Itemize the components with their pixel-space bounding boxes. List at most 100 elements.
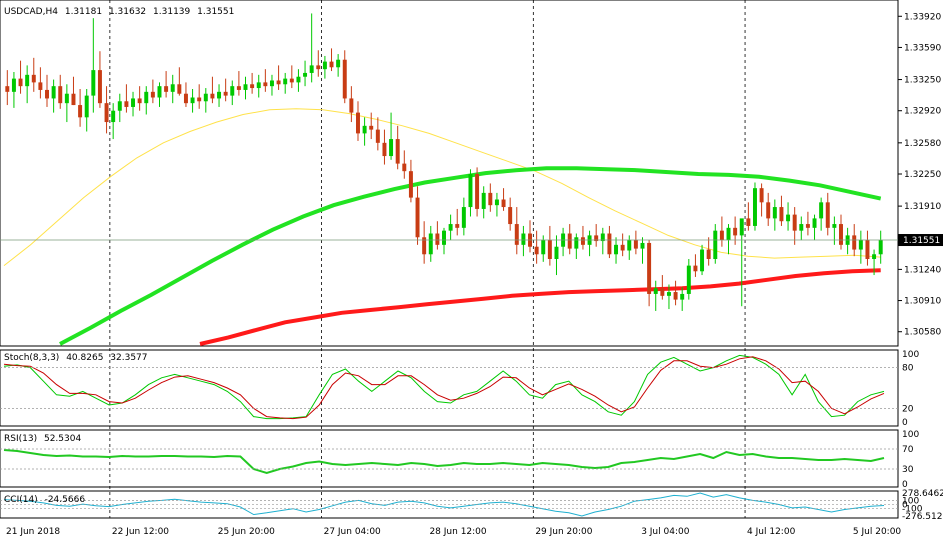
candle-body — [322, 61, 327, 70]
candle-body — [382, 142, 387, 157]
indicator-tick-label: 0 — [902, 418, 908, 428]
candle-body — [164, 86, 169, 92]
candle-body — [329, 61, 334, 68]
price-tick-label: 1.32250 — [904, 170, 941, 180]
candle-body — [124, 101, 129, 107]
candle-body — [97, 70, 102, 104]
candle-body — [686, 265, 691, 294]
candle-body — [547, 240, 552, 259]
candle-body — [739, 218, 744, 236]
candle-body — [395, 139, 400, 164]
candle-body — [580, 237, 585, 245]
candle-body — [336, 59, 341, 68]
indicator-tick-label: 0 — [902, 501, 908, 511]
candle-body — [342, 59, 347, 99]
stochastic-lines — [3, 354, 885, 420]
candle-body — [256, 82, 261, 89]
candle-body — [779, 207, 784, 222]
indicator-line — [3, 354, 885, 420]
cci-name: CCI(14) — [4, 495, 38, 505]
candle-body — [819, 202, 824, 219]
candle-body — [111, 110, 116, 123]
candle-body — [772, 207, 777, 219]
moving-average-line — [3, 108, 881, 266]
candle-body — [190, 97, 195, 104]
candle-body — [369, 125, 374, 130]
candle-body — [673, 292, 678, 300]
candle-body — [203, 93, 208, 102]
candle-body — [872, 254, 877, 259]
candle-body — [289, 78, 294, 83]
ohlc-close: 1.31551 — [197, 7, 234, 17]
vertical-grid — [109, 0, 746, 518]
candle-body — [865, 240, 870, 259]
candle-body — [514, 224, 519, 245]
candle-body — [197, 97, 202, 102]
candle-body — [733, 227, 738, 236]
time-tick-label: 25 Jun 20:00 — [218, 527, 275, 537]
price-tick-label: 1.31910 — [904, 202, 941, 212]
indicator-line — [3, 492, 885, 517]
stoch-signal-value: 32.3577 — [110, 353, 147, 363]
price-tick-label: 1.32920 — [904, 107, 941, 117]
candle-body — [799, 224, 804, 231]
candle-body — [230, 86, 235, 96]
candle-body — [475, 174, 480, 209]
price-tick-label: 1.30910 — [904, 297, 941, 307]
candle-body — [51, 86, 56, 99]
indicator-tick-label: 30 — [902, 465, 914, 475]
candle-body — [680, 293, 685, 300]
stoch-title: Stoch(8,3,3) 40.8265 32.3577 — [4, 353, 148, 363]
rsi-title: RSI(13) 52.5304 — [4, 434, 81, 444]
candle-body — [316, 65, 321, 70]
stoch-main-value: 40.8265 — [66, 353, 103, 363]
candle-body — [117, 101, 122, 111]
time-tick-label: 29 Jun 20:00 — [535, 527, 592, 537]
rsi-panel — [0, 429, 899, 488]
candle-body — [415, 197, 420, 238]
rsi-value: 52.5304 — [44, 434, 81, 444]
candle-body — [389, 139, 394, 157]
candle-body — [11, 78, 16, 92]
stoch-name: Stoch(8,3,3) — [4, 353, 59, 363]
candle-body — [567, 233, 572, 249]
candle-body — [640, 242, 645, 249]
time-tick-label: 21 Jun 2018 — [6, 527, 60, 537]
moving-average-line — [199, 268, 881, 346]
candles — [5, 13, 883, 311]
price-tick-label: 1.32580 — [904, 139, 941, 149]
candle-body — [541, 240, 546, 255]
indicator-tick-label: -276.5129 — [902, 512, 943, 522]
candle-body — [104, 103, 109, 123]
candle-body — [746, 218, 751, 226]
indicator-tick-label: 100 — [902, 430, 919, 440]
cci-value: -24.5666 — [45, 495, 86, 505]
time-tick-label: 3 Jul 04:00 — [641, 527, 690, 537]
candle-body — [309, 65, 314, 73]
time-tick-label: 28 Jun 12:00 — [429, 527, 486, 537]
time-tick-label: 4 Jul 12:00 — [747, 527, 796, 537]
candle-body — [71, 93, 76, 106]
candle-body — [183, 93, 188, 104]
cci-title: CCI(14) -24.5666 — [4, 495, 85, 505]
candle-body — [18, 78, 23, 87]
candle-body — [620, 244, 625, 251]
time-tick-label: 27 Jun 04:00 — [324, 527, 381, 537]
candle-body — [832, 224, 837, 228]
candle-body — [243, 84, 248, 90]
indicator-axis: 1008020010070300278.64621000-100-276.512… — [0, 350, 943, 522]
ohlc-open: 1.31181 — [65, 7, 102, 17]
candle-body — [131, 98, 136, 107]
candle-body — [468, 174, 473, 208]
candle-body — [448, 224, 453, 231]
candle-body — [713, 230, 718, 259]
candle-body — [494, 199, 499, 206]
candle-body — [217, 91, 222, 99]
candle-body — [501, 199, 506, 208]
indicator-tick-label: 20 — [902, 404, 914, 414]
candle-body — [488, 192, 493, 206]
candle-body — [627, 240, 632, 251]
candle-body — [435, 233, 440, 245]
candle-body — [554, 246, 559, 259]
